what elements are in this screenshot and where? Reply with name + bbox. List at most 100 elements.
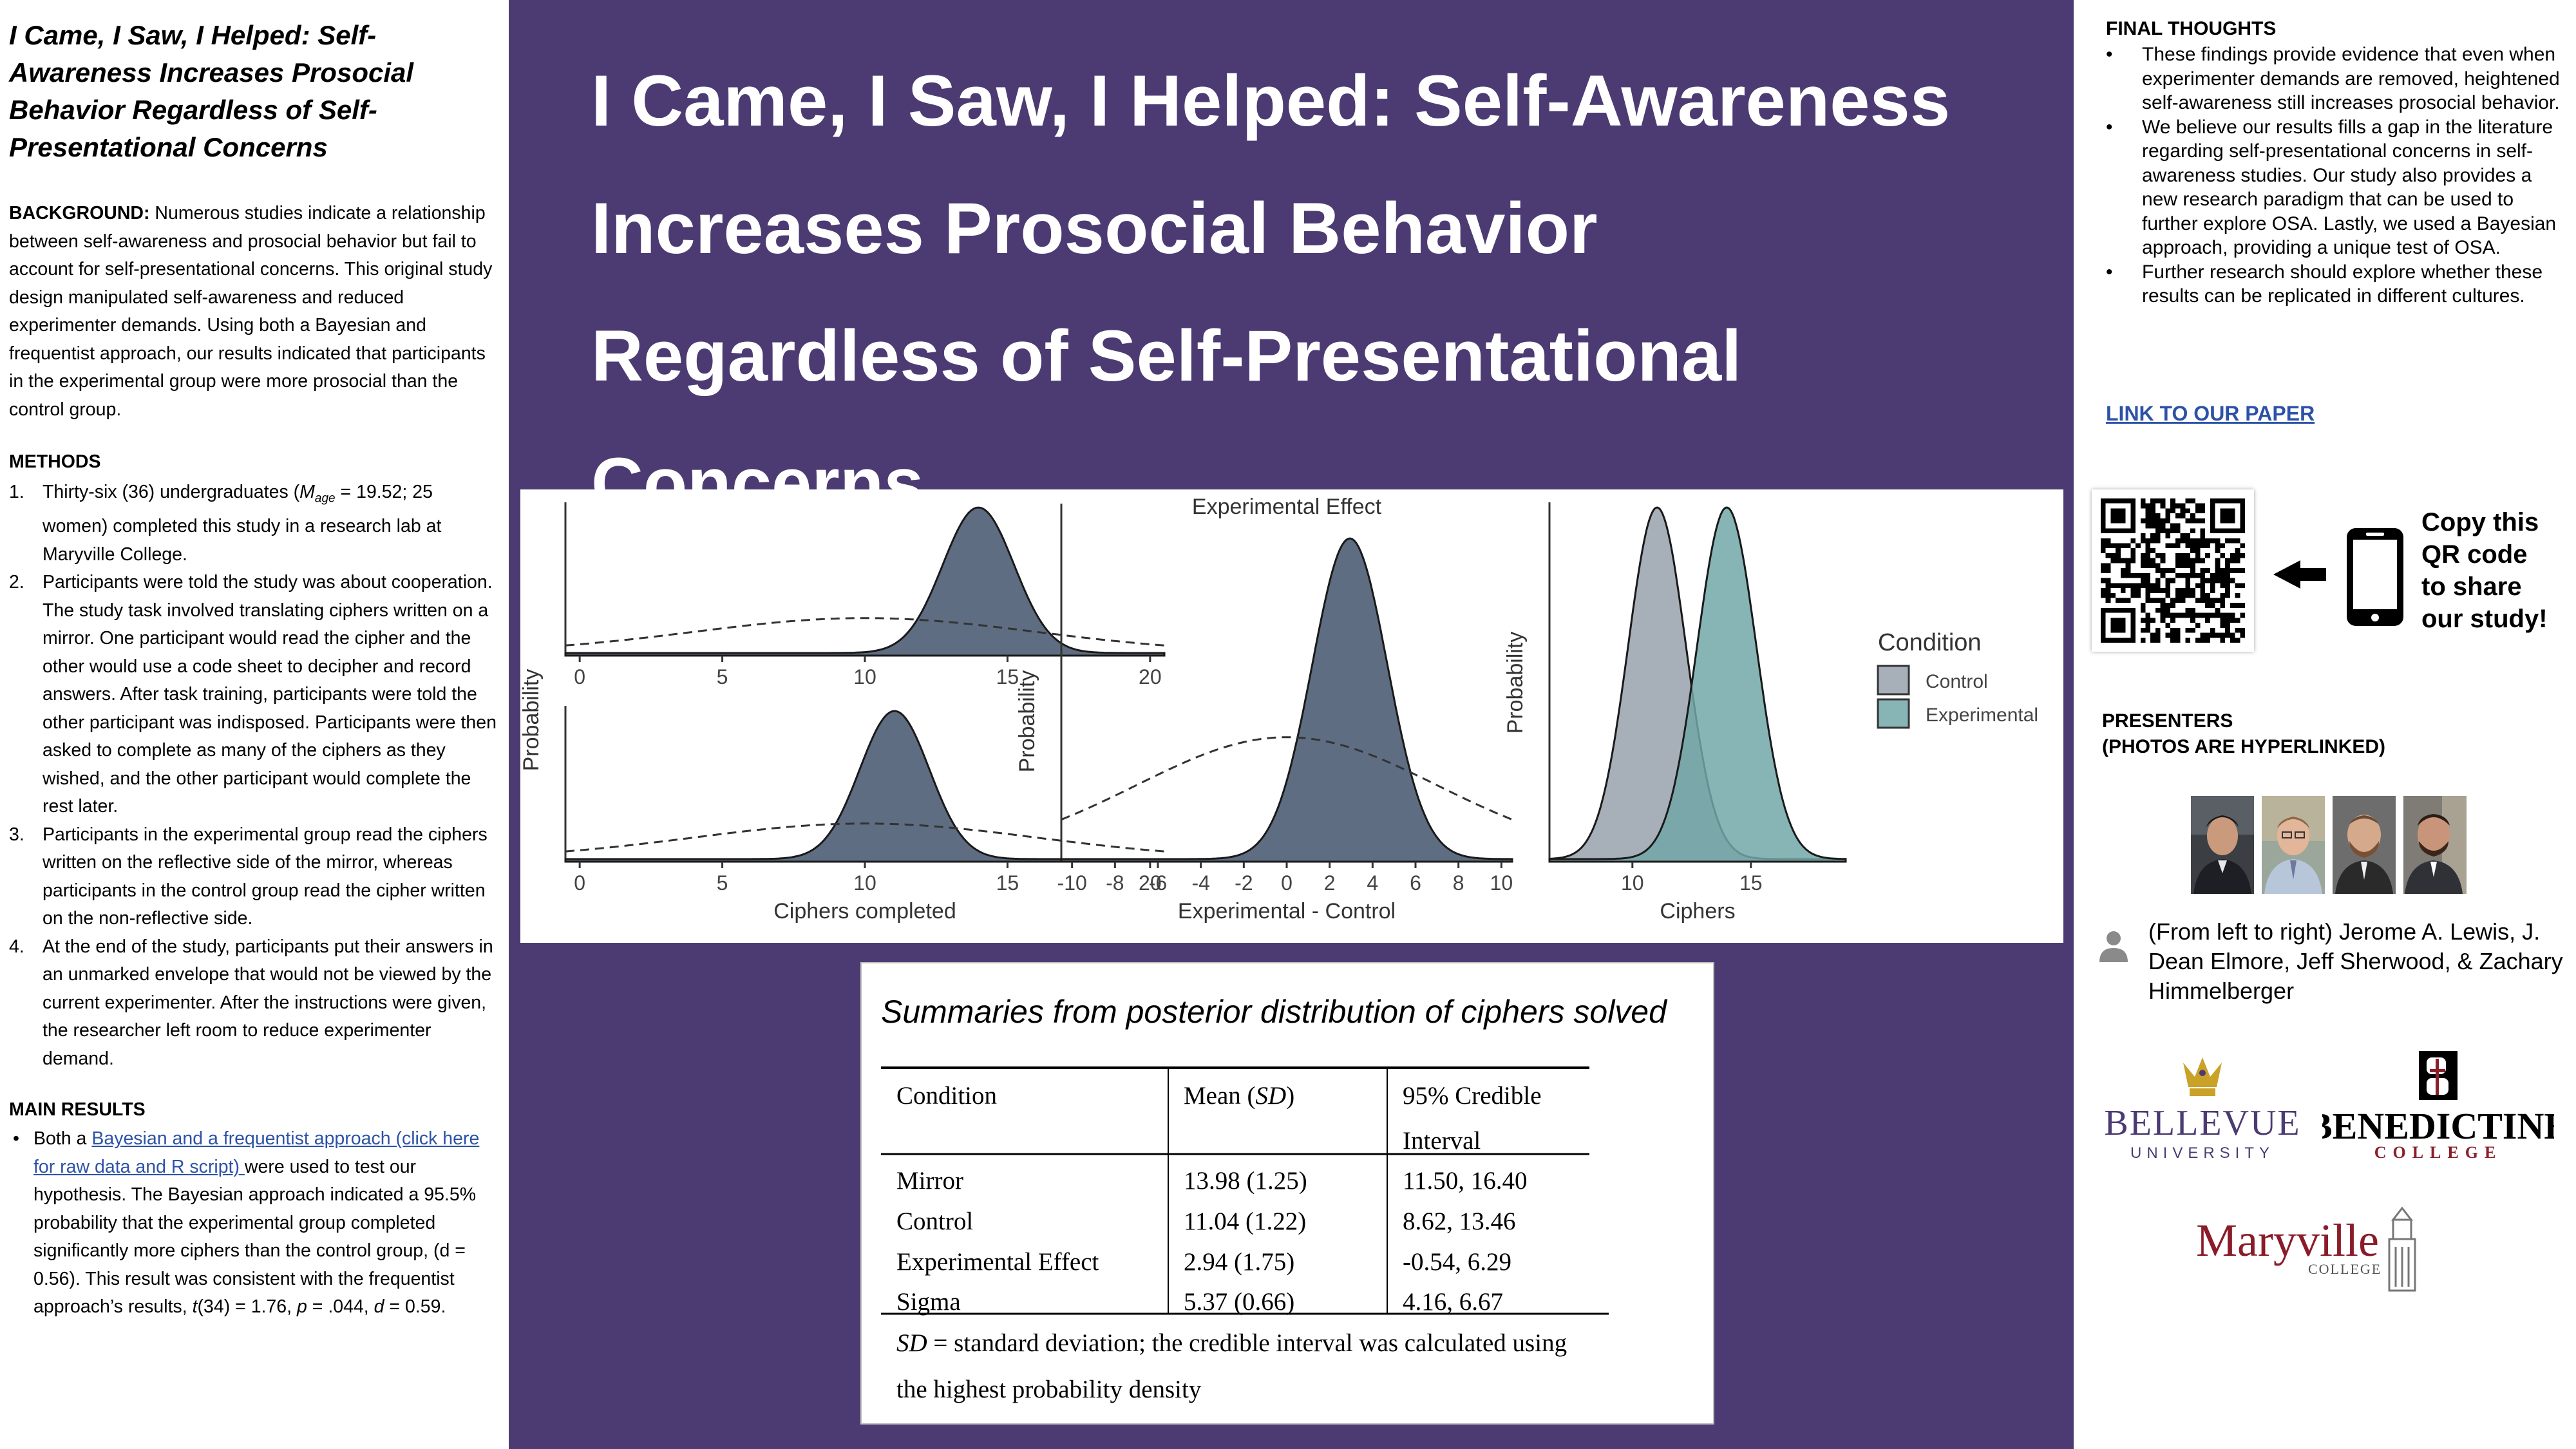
qr-module: [2195, 583, 2201, 589]
qr-module: [2101, 503, 2106, 509]
qr-module: [2105, 607, 2111, 613]
qr-module: [2140, 603, 2146, 608]
qr-module: [2220, 592, 2226, 598]
qr-module: [2130, 627, 2136, 633]
qr-module: [2210, 538, 2215, 544]
qr-module: [2145, 627, 2151, 633]
x-axis-label: Ciphers completed: [773, 899, 956, 923]
qr-module: [2210, 603, 2215, 608]
qr-module: [2190, 543, 2195, 549]
maryville-logo: Maryville COLLEGE: [2196, 1206, 2416, 1292]
qr-module: [2210, 627, 2215, 633]
qr-module: [2215, 548, 2221, 553]
benedictine-b-icon: [2419, 1051, 2458, 1100]
qr-module: [2205, 543, 2210, 549]
qr-module: [2185, 638, 2191, 643]
qr-module: [2120, 618, 2126, 623]
qr-module: [2175, 528, 2181, 534]
qr-module: [2235, 627, 2240, 633]
presenter-photo-elmore[interactable]: [2262, 796, 2325, 894]
final-thought-item: • We believe our results fills a gap in t…: [2106, 115, 2570, 260]
qr-module: [2180, 503, 2186, 509]
qr-module: [2165, 533, 2171, 538]
qr-module: [2210, 612, 2215, 618]
qr-module: [2240, 503, 2245, 509]
maryville-name: Maryville: [2196, 1215, 2379, 1266]
qr-module: [2180, 513, 2186, 518]
table-note-1: SD = standard deviation; the credible in…: [896, 1329, 1567, 1357]
table-row: Control 11.04 (1.22) 8.62, 13.46: [896, 1208, 1516, 1235]
phone-icon: [2347, 528, 2403, 626]
qr-module: [2125, 598, 2131, 603]
qr-module: [2140, 553, 2146, 558]
qr-module: [2190, 548, 2195, 553]
qr-module: [2116, 528, 2121, 534]
qr-module: [2150, 508, 2155, 514]
qr-module: [2185, 627, 2191, 633]
qr-module: [2120, 498, 2126, 504]
qr-module: [2116, 598, 2121, 603]
qr-module: [2230, 528, 2235, 534]
qr-module: [2225, 623, 2230, 628]
qr-module: [2240, 568, 2245, 573]
qr-module: [2136, 573, 2141, 578]
qr-module: [2220, 498, 2226, 504]
methods-text: Participants were told the study was abo…: [43, 572, 497, 817]
qr-module: [2175, 543, 2181, 549]
cell-mean: 11.04 (1.22): [1184, 1208, 1306, 1235]
chart-title: Experimental Effect: [1192, 495, 1382, 519]
qr-module: [2165, 583, 2171, 589]
qr-module: [2205, 592, 2210, 598]
benedictine-name: BENEDICTINE: [2322, 1105, 2554, 1147]
qr-module: [2155, 598, 2161, 603]
maryville-subname: COLLEGE: [2308, 1261, 2382, 1277]
qr-module: [2155, 563, 2161, 569]
qr-module: [2215, 538, 2221, 544]
methods-item: 4. At the end of the study, participants…: [9, 933, 500, 1074]
share-line: to share: [2421, 573, 2522, 601]
qr-module: [2130, 588, 2136, 593]
qr-module: [2225, 618, 2230, 623]
qr-module: [2120, 588, 2126, 593]
presenter-photo-sherwood[interactable]: [2333, 796, 2396, 894]
person-icon: [2099, 931, 2128, 962]
qr-module: [2140, 573, 2146, 578]
methods-text: Thirty-six (36) undergraduates (: [43, 482, 300, 502]
qr-module: [2140, 638, 2146, 643]
qr-module: [2105, 598, 2111, 603]
qr-module: [2170, 627, 2175, 633]
qr-module: [2200, 518, 2206, 524]
qr-module: [2130, 518, 2136, 524]
paper-link[interactable]: LINK TO OUR PAPER: [2106, 402, 2315, 425]
legend-swatch-experimental: [1877, 698, 1910, 729]
qr-module: [2190, 513, 2195, 518]
qr-module: [2116, 498, 2121, 504]
qr-module: [2190, 518, 2195, 524]
qr-module: [2110, 543, 2116, 549]
qr-module: [2140, 518, 2146, 524]
qr-module: [2160, 528, 2166, 534]
qr-module: [2215, 528, 2221, 534]
cell-ci: 4.16, 6.67: [1403, 1288, 1503, 1316]
raw-data-link[interactable]: Bayesian and a frequentist approach (cli…: [33, 1128, 480, 1177]
qr-module: [2105, 638, 2111, 643]
qr-module: [2230, 553, 2235, 558]
qr-module: [2180, 598, 2186, 603]
qr-module: [2230, 632, 2235, 638]
qr-module: [2195, 612, 2201, 618]
qr-module: [2120, 623, 2126, 628]
qr-module: [2195, 638, 2201, 643]
qr-module: [2110, 513, 2116, 518]
cell-ci: -0.54, 6.29: [1403, 1248, 1511, 1276]
methods-list: 1. Thirty-six (36) undergraduates (Mage …: [9, 478, 500, 1073]
qr-module: [2130, 498, 2136, 504]
qr-code[interactable]: [2092, 489, 2254, 652]
qr-module: [2165, 623, 2171, 628]
presenter-photo-himmelberger[interactable]: [2403, 796, 2467, 894]
qr-module: [2240, 523, 2245, 529]
qr-module: [2130, 528, 2136, 534]
qr-module: [2116, 558, 2121, 564]
qr-module: [2230, 513, 2235, 518]
presenter-photo-lewis[interactable]: [2191, 796, 2254, 894]
qr-module: [2125, 607, 2131, 613]
